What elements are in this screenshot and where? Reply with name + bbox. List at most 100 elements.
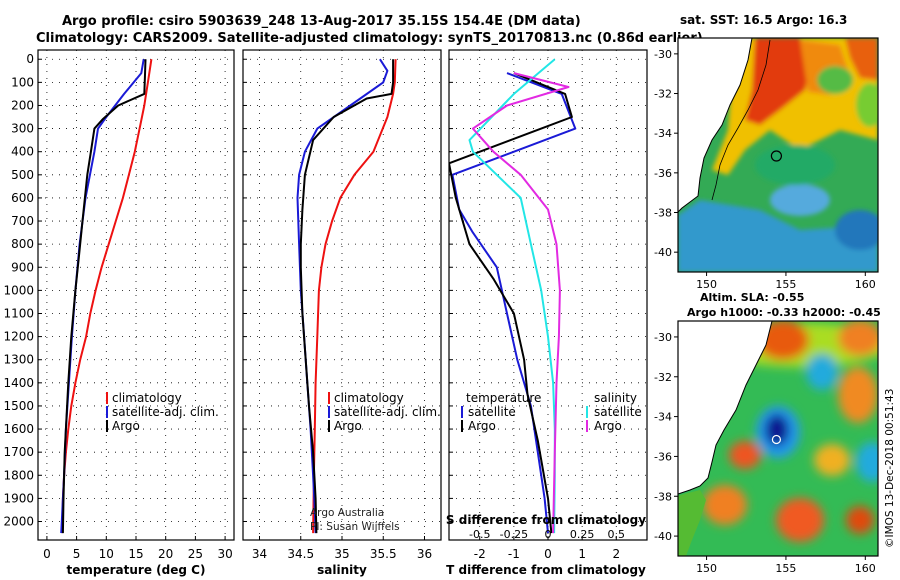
temperature-legend: climatology satellite-adj. clim. Argo bbox=[106, 391, 219, 433]
lat-tick-label: -32 bbox=[654, 371, 672, 384]
sst-map: sat. SST: 16.5 Argo: 16.3 -30-32-34-36-3… bbox=[654, 13, 879, 291]
sst-map-frame bbox=[677, 37, 879, 273]
depth-tick-label: 2000 bbox=[3, 515, 34, 529]
difference-lines bbox=[449, 58, 577, 534]
series-line-satellite-adj-clim- bbox=[296, 58, 389, 534]
depth-tick-label: 1700 bbox=[3, 445, 34, 459]
temperature-x-axis: 0 5 10 15 20 25 30 bbox=[43, 536, 233, 561]
salinity-lines bbox=[296, 58, 397, 534]
sla-map-frame bbox=[677, 320, 879, 557]
x-tick-label: 35 bbox=[334, 547, 349, 561]
series-line-argo bbox=[299, 59, 395, 534]
x-tick-label: 10 bbox=[99, 547, 114, 561]
legend-label-climatology: climatology bbox=[112, 391, 182, 405]
sst-green-eddy-north bbox=[817, 66, 853, 94]
sla-positive-mid bbox=[814, 444, 850, 476]
sla-cyclonic-eddy bbox=[765, 414, 789, 446]
header-line-2: Climatology: CARS2009. Satellite-adjuste… bbox=[36, 31, 703, 46]
sla-coastline bbox=[678, 321, 773, 495]
lon-tick-label: 160 bbox=[855, 562, 876, 575]
s-difference-axis: -0.5 -0.25 0 0.25 0.5 bbox=[469, 528, 625, 541]
s-tick-label: 0.25 bbox=[570, 528, 595, 541]
sla-positive-sw bbox=[703, 485, 747, 525]
salinity-legend: climatology satellite-adj. clim. Argo bbox=[328, 391, 441, 433]
lat-tick-label: -40 bbox=[654, 530, 672, 543]
sst-shelf-contour bbox=[711, 39, 771, 201]
depth-tick-label: 1100 bbox=[3, 306, 34, 320]
sla-negative-east bbox=[856, 442, 878, 482]
lon-tick-label: 155 bbox=[775, 562, 796, 575]
legend-title-temperature: temperature bbox=[466, 391, 541, 405]
x-tick-label: 35.5 bbox=[370, 547, 397, 561]
lat-tick-label: -34 bbox=[654, 127, 672, 140]
depth-tick-label: 1500 bbox=[3, 399, 34, 413]
s-difference-label: S difference from climatology bbox=[446, 513, 646, 527]
legend-label-t-argo: Argo bbox=[468, 419, 496, 433]
series-line-s-satellite bbox=[468, 58, 556, 534]
depth-tick-label: 600 bbox=[11, 191, 34, 205]
lon-tick-label: 155 bbox=[775, 278, 796, 291]
lat-tick-label: -30 bbox=[654, 331, 672, 344]
sla-shelf-zone bbox=[678, 490, 706, 556]
sst-cool-southwest bbox=[678, 200, 878, 272]
sst-hot-core bbox=[745, 38, 812, 125]
salinity-x-label: salinity bbox=[317, 563, 367, 577]
imos-timestamp: ©IMOS 13-Dec-2018 00:51:43 bbox=[884, 389, 896, 548]
sla-map: Altim. SLA: -0.55 Argo h1000: -0.33 h200… bbox=[654, 291, 881, 575]
salinity-panel: 34 34.5 35 35.5 36 salinity climatology sate… bbox=[242, 49, 442, 577]
sla-positive-ne bbox=[838, 321, 878, 356]
header-line-1: Argo profile: csiro 5903639_248 13-Aug-2… bbox=[62, 14, 581, 29]
sla-map-title-1: Altim. SLA: -0.55 bbox=[700, 291, 804, 304]
series-line-s-argo bbox=[471, 72, 570, 534]
depth-tick-label: 200 bbox=[11, 98, 34, 112]
sla-positive-east bbox=[838, 367, 878, 423]
legend-label-s-satellite: satellite bbox=[594, 405, 642, 419]
lat-tick-label: -30 bbox=[654, 48, 672, 61]
salinity-x-axis: 34 34.5 35 35.5 36 bbox=[252, 536, 432, 561]
depth-axis: 0 100 200 300 400 500 600 700 800 900 1000 1100 1200… bbox=[3, 52, 34, 528]
temperature-panel: 0100200300400500600700800900100011001200… bbox=[3, 49, 235, 577]
lat-tick-label: -38 bbox=[654, 207, 672, 220]
sst-green-eddy-east bbox=[856, 83, 878, 127]
depth-tick-label: 300 bbox=[11, 122, 34, 136]
depth-tick-label: 400 bbox=[11, 145, 34, 159]
x-tick-label: -2 bbox=[474, 547, 486, 561]
x-tick-label: 15 bbox=[128, 547, 143, 561]
depth-tick-label: 900 bbox=[11, 260, 34, 274]
sst-map-axes: -30 -32 -34 -36 -38 -40 150 155 160 bbox=[654, 48, 876, 291]
series-line-argo bbox=[61, 59, 147, 534]
difference-x-axis: -2 -1 0 1 2 bbox=[474, 536, 620, 561]
s-tick-label: 0 bbox=[545, 528, 552, 541]
depth-tick-label: 800 bbox=[11, 237, 34, 251]
depth-tick-label: 1200 bbox=[3, 330, 34, 344]
series-line-t-argo bbox=[449, 72, 573, 534]
x-tick-label: 25 bbox=[188, 547, 203, 561]
sst-green-mid bbox=[755, 145, 835, 185]
sst-map-title: sat. SST: 16.5 Argo: 16.3 bbox=[680, 13, 847, 27]
x-tick-label: 2 bbox=[612, 547, 620, 561]
depth-tick-label: 1000 bbox=[3, 283, 34, 297]
depth-tick-label: 1800 bbox=[3, 468, 34, 482]
legend-label-climatology: climatology bbox=[334, 391, 404, 405]
x-tick-label: 5 bbox=[73, 547, 81, 561]
depth-tick-label: 100 bbox=[11, 75, 34, 89]
credit-argo-australia: Argo Australia bbox=[310, 507, 384, 519]
legend-title-salinity: salinity bbox=[594, 391, 637, 405]
x-tick-label: 30 bbox=[217, 547, 232, 561]
legend-label-satellite-adj: satellite-adj. clim. bbox=[334, 405, 441, 419]
depth-tick-label: 1300 bbox=[3, 353, 34, 367]
depth-tick-label: 700 bbox=[11, 214, 34, 228]
series-line-climatology bbox=[312, 59, 397, 534]
lon-tick-label: 150 bbox=[696, 278, 717, 291]
legend-label-argo: Argo bbox=[334, 419, 362, 433]
x-tick-label: 34 bbox=[252, 547, 267, 561]
depth-tick-label: 1600 bbox=[3, 422, 34, 436]
sla-land bbox=[678, 321, 772, 494]
sla-negative-north bbox=[806, 354, 838, 390]
x-tick-label: -1 bbox=[508, 547, 520, 561]
lon-tick-label: 160 bbox=[855, 278, 876, 291]
sla-positive-south bbox=[776, 498, 824, 542]
difference-panel: -2 -1 0 1 2 -0.5 -0.25 0 0.25 0.5 S difference f… bbox=[446, 49, 648, 577]
difference-grid bbox=[449, 50, 647, 540]
sla-positive-se bbox=[846, 506, 874, 534]
